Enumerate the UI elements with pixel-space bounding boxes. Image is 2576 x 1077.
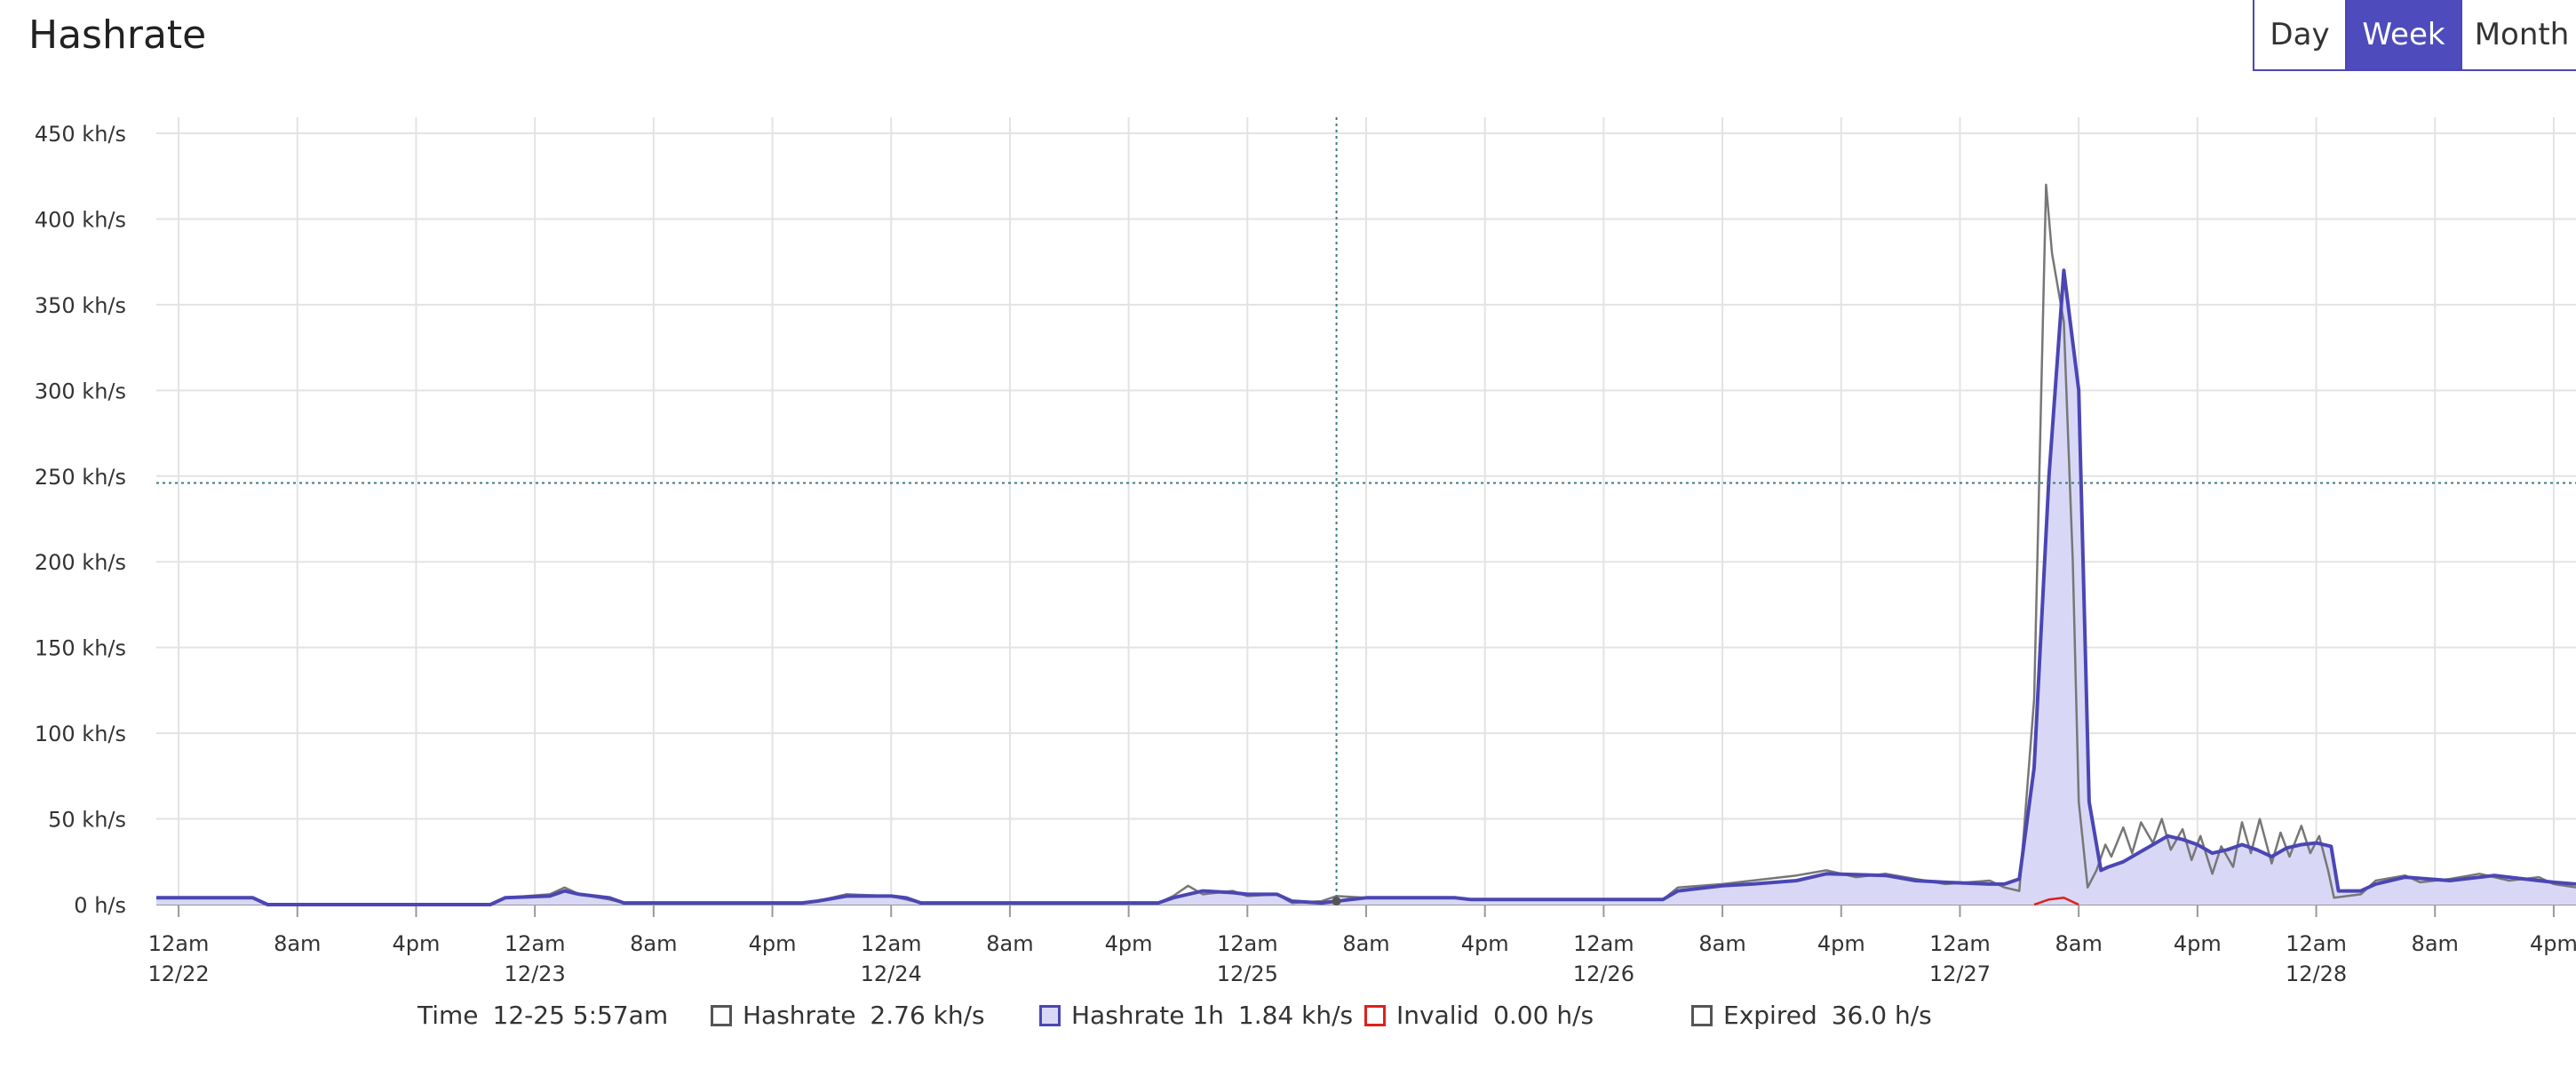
x-tick-label: 8am (1698, 931, 1745, 956)
x-tick-label: 8am (630, 931, 677, 956)
x-date-label: 12/24 (861, 961, 922, 986)
legend-time: Time 12-25 5:57am (417, 1001, 668, 1030)
y-tick-label: 450 kh/s (35, 122, 126, 147)
y-tick-label: 250 kh/s (35, 465, 126, 490)
y-tick-label: 300 kh/s (35, 379, 126, 403)
y-axis: 0 h/s 50 kh/s 100 kh/s 150 kh/s 200 kh/s 250 … (35, 122, 126, 918)
crosshair (156, 117, 2576, 906)
range-day-button[interactable]: Day (2254, 0, 2345, 69)
y-tick-label: 0 h/s (74, 893, 126, 918)
legend-hashrate-value: 2.76 kh/s (870, 1001, 985, 1030)
x-date-label: 12/25 (1217, 961, 1278, 986)
legend-item-hashrate-1h[interactable]: Hashrate 1h 1.84 kh/s (1039, 1001, 1353, 1030)
x-tick-label: 4pm (749, 931, 797, 956)
legend-invalid-value: 0.00 h/s (1493, 1001, 1594, 1030)
x-tick-label: 12am (505, 931, 566, 956)
x-tick-label: 4pm (1105, 931, 1153, 956)
x-tick-label: 12am (1929, 931, 1991, 956)
legend-time-label: Time (417, 1001, 479, 1030)
x-tick-label: 8am (274, 931, 321, 956)
x-tick-label: 4pm (393, 931, 441, 956)
legend-hashrate-1h-value: 1.84 kh/s (1237, 1001, 1354, 1030)
x-date-label: 12/23 (505, 961, 566, 986)
x-tick-label: 4pm (2174, 931, 2222, 956)
x-tick-label: 12am (148, 931, 210, 956)
legend-hashrate-label: Hashrate (743, 1001, 856, 1030)
page-title: Hashrate (28, 12, 207, 58)
hashrate-1h-swatch (1039, 1004, 1061, 1026)
legend-item-hashrate[interactable]: Hashrate 2.76 kh/s (711, 1001, 985, 1030)
y-tick-label: 200 kh/s (35, 550, 126, 575)
x-tick-label: 4pm (1817, 931, 1865, 956)
x-date-label: 12/22 (147, 961, 209, 986)
x-tick-label: 12am (861, 931, 922, 956)
invalid-line (2033, 897, 2079, 906)
x-date-label: 12/26 (1573, 961, 1634, 986)
x-tick-label: 12am (1573, 931, 1634, 956)
x-tick-label: 8am (1342, 931, 1389, 956)
invalid-swatch (1364, 1004, 1386, 1026)
x-date-label: 12/28 (2286, 961, 2347, 986)
legend-invalid-label: Invalid (1396, 1001, 1480, 1030)
x-tick-label: 12am (2286, 931, 2347, 956)
y-tick-label: 50 kh/s (48, 808, 126, 833)
y-tick-label: 150 kh/s (35, 636, 126, 661)
x-axis: 12am 12/22 8am 4pm 12am 12/23 8am 4pm 12am 12/24 8… (147, 904, 2576, 986)
x-tick-label: 12am (1217, 931, 1278, 956)
legend-expired-label: Expired (1723, 1001, 1817, 1030)
y-tick-label: 400 kh/s (35, 207, 126, 232)
legend-item-invalid[interactable]: Invalid 0.00 h/s (1364, 1001, 1594, 1030)
legend-item-expired[interactable]: Expired 36.0 h/s (1691, 1001, 1932, 1030)
hashrate-chart[interactable]: 0 h/s 50 kh/s 100 kh/s 150 kh/s 200 kh/s 250 … (0, 0, 2576, 986)
time-range-selector: Day Week Month (2253, 0, 2576, 71)
legend-expired-value: 36.0 h/s (1831, 1001, 1932, 1030)
x-date-label: 12/27 (1929, 961, 1991, 986)
range-month-button[interactable]: Month (2461, 0, 2576, 69)
crosshair-point (1332, 897, 1341, 906)
x-tick-label: 8am (986, 931, 1033, 956)
chart-grid (156, 117, 2576, 905)
legend-hashrate-1h-label: Hashrate 1h (1071, 1001, 1224, 1030)
x-tick-label: 8am (2055, 931, 2102, 956)
hashrate-swatch (711, 1004, 732, 1026)
x-tick-label: 8am (2412, 931, 2459, 956)
y-tick-label: 100 kh/s (35, 722, 126, 746)
hashrate-1h-line (156, 268, 2576, 906)
range-week-button[interactable]: Week (2345, 0, 2461, 69)
legend-time-value: 12-25 5:57am (492, 1001, 669, 1030)
y-tick-label: 350 kh/s (35, 293, 126, 318)
chart-series (156, 183, 2576, 906)
x-tick-label: 4pm (2530, 931, 2576, 956)
x-tick-label: 4pm (1461, 931, 1509, 956)
expired-swatch (1691, 1004, 1713, 1026)
